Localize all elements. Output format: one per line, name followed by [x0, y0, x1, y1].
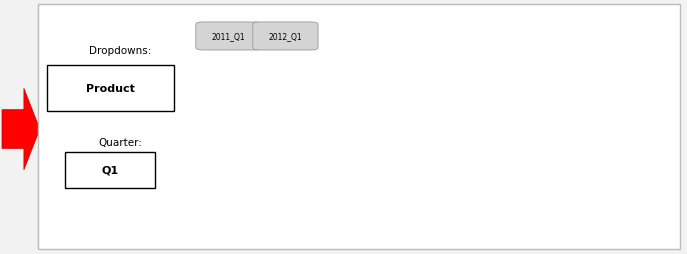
Text: 2012_Q1: 2012_Q1	[269, 32, 302, 41]
Bar	[324, 108, 335, 254]
Polygon shape	[2, 89, 40, 170]
Title: Product Wise Inter Year Quaterly Comparison: Product Wise Inter Year Quaterly Compari…	[249, 22, 551, 35]
Bar	[477, 96, 488, 254]
Bar	[262, 122, 274, 254]
Bar	[538, 106, 549, 254]
Text: Product: Product	[219, 227, 254, 236]
Bar	[343, 148, 354, 254]
Bar	[507, 103, 519, 254]
Bar	[385, 130, 396, 254]
Text: ▼: ▼	[238, 229, 243, 234]
Legend: 2011_Q1, 2012_Q1: 2011_Q1, 2012_Q1	[606, 52, 666, 102]
Text: Q1: Q1	[102, 165, 118, 175]
Text: 2011_Q1: 2011_Q1	[212, 32, 245, 41]
Bar	[446, 127, 458, 254]
Bar	[526, 140, 538, 254]
Bar	[354, 135, 366, 254]
Bar	[434, 103, 446, 254]
Text: Product: Product	[86, 84, 135, 94]
Bar	[312, 140, 324, 254]
FancyBboxPatch shape	[191, 220, 260, 245]
Bar	[556, 127, 568, 254]
Bar	[404, 88, 416, 254]
Bar	[373, 124, 385, 254]
Bar	[465, 148, 477, 254]
Bar	[251, 124, 262, 254]
Text: Dropdowns:: Dropdowns:	[89, 46, 151, 56]
Bar	[221, 111, 232, 254]
Bar	[495, 148, 507, 254]
Bar	[232, 88, 244, 254]
Bar	[416, 93, 427, 254]
Text: Select appropirate option here..: Select appropirate option here..	[295, 227, 452, 237]
Bar	[282, 93, 293, 254]
Bar	[568, 101, 580, 254]
Bar	[293, 80, 305, 254]
Text: Quarter:: Quarter:	[98, 137, 142, 147]
